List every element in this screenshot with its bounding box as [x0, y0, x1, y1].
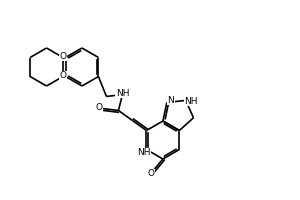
Text: NH: NH — [116, 89, 129, 98]
Text: O: O — [59, 71, 67, 80]
Text: O: O — [147, 170, 155, 179]
Text: NH: NH — [184, 97, 197, 106]
Text: O: O — [59, 52, 67, 61]
Text: O: O — [96, 103, 103, 112]
Text: NH: NH — [137, 148, 150, 157]
Text: N: N — [167, 96, 174, 105]
